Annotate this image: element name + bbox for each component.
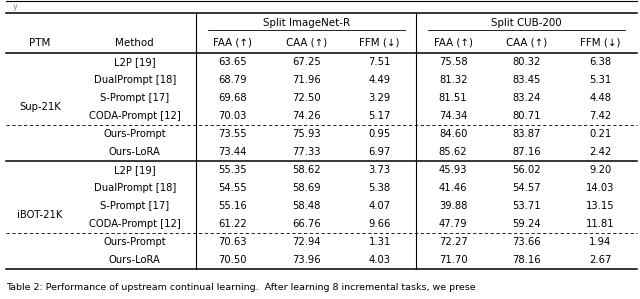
Text: CAA (↑): CAA (↑) <box>285 38 327 48</box>
Text: 70.03: 70.03 <box>218 111 247 121</box>
Text: 72.50: 72.50 <box>292 93 321 103</box>
Text: S-Prompt [17]: S-Prompt [17] <box>100 93 170 103</box>
Text: DualPrompt [18]: DualPrompt [18] <box>93 183 176 193</box>
Text: 66.76: 66.76 <box>292 219 321 229</box>
Text: L2P [19]: L2P [19] <box>114 57 156 67</box>
Text: 9.20: 9.20 <box>589 165 611 175</box>
Text: PTM: PTM <box>29 38 51 48</box>
Text: FFM (↓): FFM (↓) <box>580 38 620 48</box>
Text: 4.49: 4.49 <box>369 75 391 85</box>
Text: 41.46: 41.46 <box>439 183 467 193</box>
Text: 11.81: 11.81 <box>586 219 614 229</box>
Text: Ours-Prompt: Ours-Prompt <box>104 129 166 139</box>
Text: 58.62: 58.62 <box>292 165 321 175</box>
Text: 75.58: 75.58 <box>439 57 467 67</box>
Text: 72.94: 72.94 <box>292 237 321 247</box>
Text: 4.03: 4.03 <box>369 255 390 265</box>
Text: 55.16: 55.16 <box>218 201 247 211</box>
Text: 5.31: 5.31 <box>589 75 611 85</box>
Text: 3.73: 3.73 <box>369 165 391 175</box>
Text: 80.71: 80.71 <box>513 111 541 121</box>
Text: FAA (↑): FAA (↑) <box>434 38 472 48</box>
Text: 84.60: 84.60 <box>439 129 467 139</box>
Text: 74.34: 74.34 <box>439 111 467 121</box>
Text: Method: Method <box>115 38 154 48</box>
Text: 7.51: 7.51 <box>369 57 391 67</box>
Text: 6.38: 6.38 <box>589 57 611 67</box>
Text: 80.32: 80.32 <box>513 57 541 67</box>
Text: 67.25: 67.25 <box>292 57 321 67</box>
Text: 73.66: 73.66 <box>512 237 541 247</box>
Text: 45.93: 45.93 <box>439 165 467 175</box>
Text: 2.42: 2.42 <box>589 147 611 157</box>
Text: 73.55: 73.55 <box>218 129 247 139</box>
Text: 6.97: 6.97 <box>369 147 391 157</box>
Text: 81.51: 81.51 <box>439 93 467 103</box>
Text: 87.16: 87.16 <box>512 147 541 157</box>
Text: FFM (↓): FFM (↓) <box>360 38 400 48</box>
Text: 1.31: 1.31 <box>369 237 391 247</box>
Text: Ours-LoRA: Ours-LoRA <box>109 255 161 265</box>
Text: 73.44: 73.44 <box>218 147 247 157</box>
Text: 70.50: 70.50 <box>218 255 247 265</box>
Text: 83.24: 83.24 <box>513 93 541 103</box>
Text: Ours-LoRA: Ours-LoRA <box>109 147 161 157</box>
Text: Split CUB-200: Split CUB-200 <box>492 18 562 28</box>
Text: iBOT-21K: iBOT-21K <box>17 210 63 220</box>
Text: 61.22: 61.22 <box>218 219 247 229</box>
Text: Ours-Prompt: Ours-Prompt <box>104 237 166 247</box>
Text: 13.15: 13.15 <box>586 201 614 211</box>
Text: S-Prompt [17]: S-Prompt [17] <box>100 201 170 211</box>
Text: 72.27: 72.27 <box>439 237 467 247</box>
Text: 3.29: 3.29 <box>369 93 391 103</box>
Text: 5.17: 5.17 <box>369 111 391 121</box>
Text: 83.87: 83.87 <box>513 129 541 139</box>
Text: 71.96: 71.96 <box>292 75 321 85</box>
Text: DualPrompt [18]: DualPrompt [18] <box>93 75 176 85</box>
Text: 68.79: 68.79 <box>218 75 247 85</box>
Text: 70.63: 70.63 <box>218 237 247 247</box>
Text: 0.21: 0.21 <box>589 129 611 139</box>
Text: 81.32: 81.32 <box>439 75 467 85</box>
Text: 4.07: 4.07 <box>369 201 391 211</box>
Text: Split ImageNet-R: Split ImageNet-R <box>262 18 349 28</box>
Text: 77.33: 77.33 <box>292 147 321 157</box>
Text: 9.66: 9.66 <box>369 219 391 229</box>
Text: 4.48: 4.48 <box>589 93 611 103</box>
Text: 74.26: 74.26 <box>292 111 321 121</box>
Text: 1.94: 1.94 <box>589 237 611 247</box>
Text: 58.48: 58.48 <box>292 201 321 211</box>
Text: 58.69: 58.69 <box>292 183 321 193</box>
Text: 71.70: 71.70 <box>439 255 467 265</box>
Text: L2P [19]: L2P [19] <box>114 165 156 175</box>
Text: y: y <box>13 2 262 11</box>
Text: 69.68: 69.68 <box>218 93 247 103</box>
Text: 73.96: 73.96 <box>292 255 321 265</box>
Text: 54.55: 54.55 <box>218 183 247 193</box>
Text: 63.65: 63.65 <box>218 57 247 67</box>
Text: 2.67: 2.67 <box>589 255 611 265</box>
Text: 5.38: 5.38 <box>369 183 391 193</box>
Text: 0.95: 0.95 <box>369 129 391 139</box>
Text: 55.35: 55.35 <box>218 165 247 175</box>
Text: 59.24: 59.24 <box>512 219 541 229</box>
Text: 14.03: 14.03 <box>586 183 614 193</box>
Text: 39.88: 39.88 <box>439 201 467 211</box>
Text: Table 2: Performance of upstream continual learning.  After learning 8 increment: Table 2: Performance of upstream continu… <box>6 283 476 292</box>
Text: 78.16: 78.16 <box>512 255 541 265</box>
Text: CODA-Prompt [12]: CODA-Prompt [12] <box>89 219 180 229</box>
Text: 53.71: 53.71 <box>512 201 541 211</box>
Text: CODA-Prompt [12]: CODA-Prompt [12] <box>89 111 180 121</box>
Text: FAA (↑): FAA (↑) <box>213 38 252 48</box>
Text: 83.45: 83.45 <box>513 75 541 85</box>
Text: CAA (↑): CAA (↑) <box>506 38 547 48</box>
Text: Sup-21K: Sup-21K <box>19 102 61 112</box>
Text: 75.93: 75.93 <box>292 129 321 139</box>
Text: 85.62: 85.62 <box>439 147 467 157</box>
Text: 47.79: 47.79 <box>439 219 467 229</box>
Text: 7.42: 7.42 <box>589 111 611 121</box>
Text: 54.57: 54.57 <box>512 183 541 193</box>
Text: 56.02: 56.02 <box>512 165 541 175</box>
